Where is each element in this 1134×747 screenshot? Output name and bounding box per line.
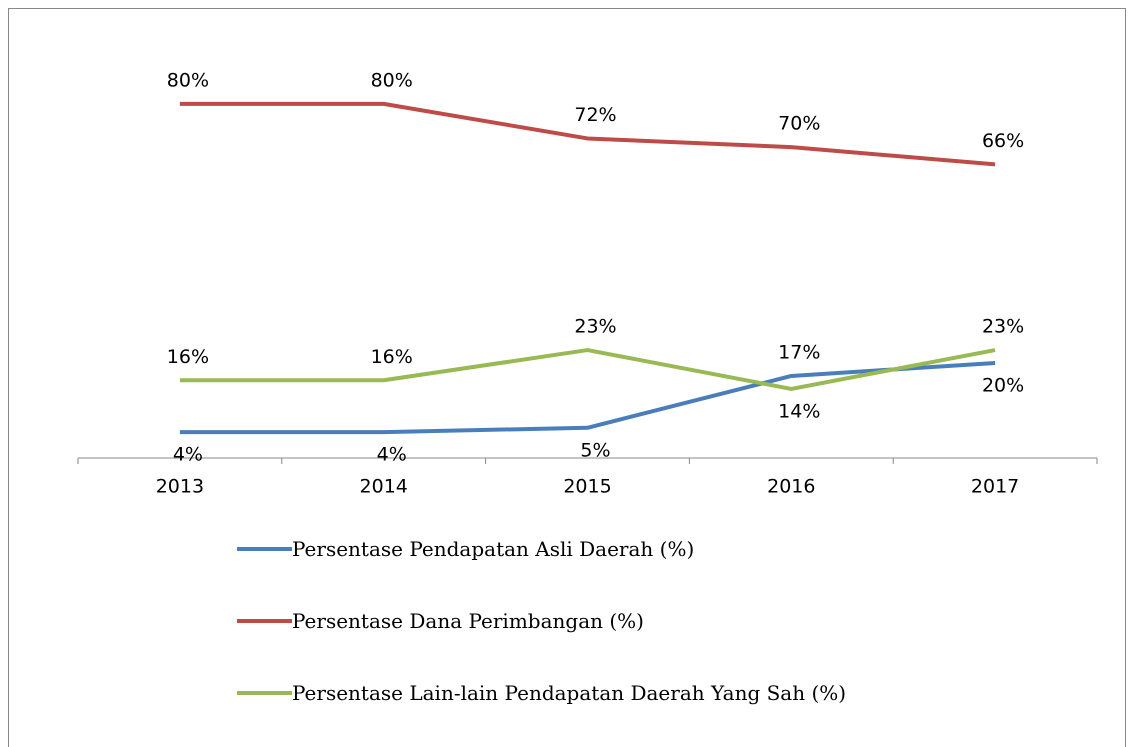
x-tick-label: 2016 <box>767 476 815 498</box>
data-label: 80% <box>167 69 209 91</box>
legend-label: Persentase Dana Perimbangan (%) <box>292 609 644 633</box>
data-label: 4% <box>377 444 407 466</box>
legend-item: Persentase Pendapatan Asli Daerah (%) <box>237 532 977 604</box>
series-line <box>179 101 996 167</box>
legend: Persentase Pendapatan Asli Daerah (%) Per… <box>237 532 977 747</box>
data-label: 23% <box>982 316 1024 338</box>
data-label: 14% <box>778 400 820 422</box>
data-label: 17% <box>778 341 820 363</box>
data-label: 23% <box>574 316 616 338</box>
chart-border <box>8 8 1126 747</box>
legend-swatch <box>237 547 292 551</box>
data-label: 70% <box>778 113 820 135</box>
x-tick-label: 2013 <box>156 476 204 498</box>
x-tick-label: 2015 <box>563 476 611 498</box>
x-tick-label: 2014 <box>360 476 408 498</box>
series-line <box>179 348 996 391</box>
legend-item: Persentase Lain-lain Pendapatan Daerah Y… <box>237 676 977 747</box>
series-line <box>179 361 996 435</box>
data-label: 66% <box>982 130 1024 152</box>
legend-swatch <box>237 691 292 695</box>
data-label: 5% <box>580 439 610 461</box>
legend-item: Persentase Dana Perimbangan (%) <box>237 604 977 676</box>
x-tick-label: 2017 <box>971 476 1019 498</box>
data-label: 16% <box>371 346 413 368</box>
data-label: 4% <box>173 444 203 466</box>
data-label: 20% <box>982 375 1024 397</box>
legend-label: Persentase Lain-lain Pendapatan Daerah Y… <box>292 681 847 705</box>
data-label: 16% <box>167 346 209 368</box>
data-label: 80% <box>371 69 413 91</box>
legend-swatch <box>237 619 292 623</box>
data-label: 72% <box>574 104 616 126</box>
legend-label: Persentase Pendapatan Asli Daerah (%) <box>292 537 695 561</box>
